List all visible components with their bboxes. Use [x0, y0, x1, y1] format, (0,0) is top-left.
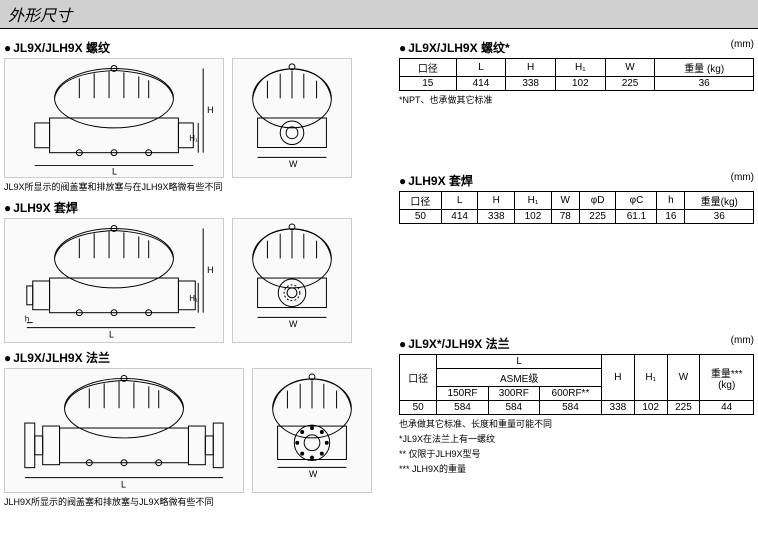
diagram-socket-side: L h H H₁ [4, 218, 224, 343]
table-row: 50584584 584338102 22544 [400, 401, 754, 415]
footnote-3c: ** 仅限于JLH9X型号 [399, 447, 754, 460]
th: W [605, 59, 655, 77]
th: L [437, 355, 602, 369]
th: 150RF [437, 387, 488, 401]
th: L [441, 192, 478, 210]
table-row: 15414338 10222536 [400, 77, 754, 91]
dim-L: L [112, 166, 117, 176]
right-section-3-title: ●JL9X*/JLH9X 法兰(mm) [399, 335, 754, 352]
footnote-3a: 也承做其它标准、长度和重量可能不同 [399, 417, 754, 430]
diagram-thread-side: L H H₁ [4, 58, 224, 178]
dim-W: W [289, 159, 298, 169]
svg-text:L: L [109, 329, 114, 339]
th: φD [579, 192, 616, 210]
table-thread: 口径 L H H₁ W 重量 (kg) 15414338 10222536 [399, 58, 754, 91]
svg-text:h: h [25, 315, 29, 324]
th: 口径 [400, 192, 442, 210]
th: H [478, 192, 515, 210]
dim-H1: H₁ [189, 134, 198, 143]
th: H₁ [634, 355, 667, 401]
diagram-flange-front: W [252, 368, 372, 493]
th: H [506, 59, 556, 77]
page-header: 外形尺寸 [0, 0, 758, 29]
th: W [667, 355, 700, 401]
svg-text:H: H [207, 265, 213, 275]
th: H [601, 355, 634, 401]
th: H₁ [556, 59, 606, 77]
left-section-1-title: ●JL9X/JLH9X 螺纹 [4, 39, 391, 56]
th: h [657, 192, 685, 210]
svg-text:L: L [121, 480, 126, 490]
th: L [456, 59, 506, 77]
svg-text:W: W [289, 319, 298, 329]
th: φC [616, 192, 657, 210]
footnote-3b: *JL9X在法兰上有一螺纹 [399, 432, 754, 445]
th: 重量*** (kg) [700, 355, 754, 401]
diagram-socket-front: W [232, 218, 352, 343]
footnote-3d: *** JLH9X的重量 [399, 462, 754, 475]
svg-text:W: W [309, 469, 318, 479]
diagram-flange-side: L [4, 368, 244, 493]
th: 600RF** [539, 387, 601, 401]
diagram-thread-front: W [232, 58, 352, 178]
th: 重量(kg) [685, 192, 754, 210]
right-section-2-title: ●JLH9X 套焊(mm) [399, 172, 754, 189]
table-socket: 口径L HH₁ WφD φCh 重量(kg) 50414338 10278225… [399, 191, 754, 224]
svg-text:H₁: H₁ [189, 294, 198, 303]
left-section-1-caption: JL9X所显示的阀盖塞和排放塞与在JLH9X略微有些不同 [4, 180, 391, 193]
left-section-2-title: ●JLH9X 套焊 [4, 199, 391, 216]
th: 重量 (kg) [655, 59, 754, 77]
table-row: 50414338 10278225 61.11636 [400, 210, 754, 224]
footnote-1: *NPT、也承做其它标准 [399, 93, 754, 106]
th: 300RF [488, 387, 539, 401]
left-section-3-title: ●JL9X/JLH9X 法兰 [4, 349, 391, 366]
left-section-3-caption: JLH9X所显示的阀盖塞和排放塞与JL9X略微有些不同 [4, 495, 391, 508]
th: 口径 [400, 59, 457, 77]
th: W [551, 192, 579, 210]
th: 口径 [400, 355, 437, 401]
dim-H: H [207, 105, 213, 115]
th: ASME级 [437, 369, 602, 387]
table-flange: 口径 L H H₁ W 重量*** (kg) ASME级 150RF 300RF… [399, 354, 754, 415]
right-section-1-title: ●JL9X/JLH9X 螺纹*(mm) [399, 39, 754, 56]
th: H₁ [515, 192, 552, 210]
